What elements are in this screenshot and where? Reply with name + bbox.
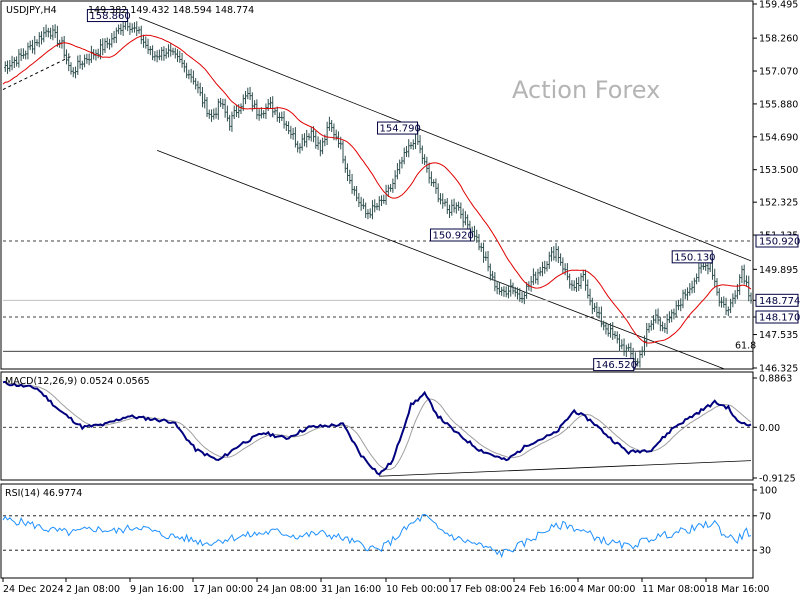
macd-trendline: [379, 460, 752, 477]
rsi-ytick-label: 100: [759, 486, 777, 497]
moving-average-line: [2, 34, 752, 344]
annotation-box: [86, 9, 128, 23]
macd-ytick-label: -0.9125: [759, 474, 796, 485]
last-price-box: [755, 293, 799, 307]
price-ytick-label: 149.895: [759, 265, 798, 276]
x-tick-label: 18 Mar 16:00: [706, 584, 769, 595]
x-tick-label: 31 Jan 16:00: [321, 584, 381, 595]
price-ytick-label: 153.500: [759, 165, 798, 176]
price-ytick-label: 147.535: [759, 330, 798, 341]
rsi-ytick-label: 70: [759, 511, 771, 522]
rsi-ytick-label: 30: [759, 546, 771, 557]
price-layer: 159.495 158.260 157.070 155.880 154.690 153.5…: [2, 0, 800, 375]
price-ytick-label: 158.260: [759, 34, 798, 45]
rsi-line: [2, 513, 752, 559]
level-price-box: [755, 310, 799, 324]
x-tick-label: 17 Feb 08:00: [450, 584, 512, 595]
chart-symbol: USDJPY,H4: [6, 5, 57, 16]
channel-upper-line: [138, 17, 752, 262]
x-tick-label: 24 Feb 16:00: [514, 584, 576, 595]
x-tick-label: 2 Jan 08:00: [66, 584, 120, 595]
annotation-box: [377, 121, 419, 135]
macd-pane: [0, 371, 754, 481]
watermark: Action Forex: [512, 76, 660, 104]
channel-lower-line: [156, 149, 724, 370]
annotation-box: [429, 228, 471, 242]
price-ytick-label: 159.495: [759, 0, 798, 11]
x-tick-label: 11 Mar 08:00: [642, 584, 705, 595]
annotation-label: 146.520: [596, 360, 637, 371]
macd-line: [2, 380, 752, 476]
chart-ohlc: 149.382 149.432 148.594 148.774: [88, 5, 254, 16]
annotation-label: 158.860: [89, 11, 130, 22]
macd-ytick-label: 0.8863: [759, 374, 792, 385]
candles: [4, 14, 753, 368]
price-ytick-label: 152.325: [759, 198, 798, 209]
price-ytick-label: 155.880: [759, 99, 798, 110]
annotation-label: 150.130: [674, 252, 715, 263]
level-price-label: 148.170: [759, 313, 800, 324]
x-tick-label: 10 Feb 00:00: [386, 584, 448, 595]
price-ytick-label: 154.690: [759, 132, 798, 143]
x-tick-label: 24 Jan 08:00: [257, 584, 317, 595]
macd-signal-line: [2, 381, 752, 470]
macd-title: MACD(12,26,9) 0.0524 0.0565: [5, 376, 150, 387]
level-price-label: 150.920: [759, 237, 800, 248]
level-price-box: [755, 234, 799, 248]
annotation-box: [593, 358, 635, 372]
price-pane: [0, 0, 754, 370]
macd-layer: 0.8863 0.00 -0.9125: [2, 374, 796, 485]
x-tick-label: 17 Jan 00:00: [193, 584, 253, 595]
x-tick-label: 9 Jan 16:00: [130, 584, 184, 595]
rsi-title: RSI(14) 46.9774: [5, 488, 82, 499]
rsi-layer: 100 70 30: [2, 486, 777, 559]
last-price-label: 148.774: [759, 296, 800, 307]
annotation-connector: [633, 362, 639, 371]
annotation-label: 154.790: [380, 124, 421, 135]
rsi-pane: [0, 483, 754, 579]
annotation-label: 150.920: [432, 231, 473, 242]
fib-label: 61.8: [735, 340, 756, 351]
macd-ytick-label: 0.00: [759, 423, 780, 434]
x-tick-label: 4 Mar 00:00: [578, 584, 635, 595]
x-axis: 24 Dec 2024 2 Jan 08:00 9 Jan 16:00 17 Jan …: [2, 578, 769, 595]
annotation-box: [671, 250, 713, 264]
x-tick-label: 24 Dec 2024: [3, 584, 64, 595]
price-ytick-label: 157.070: [759, 67, 798, 78]
price-ytick-label: 146.325: [759, 364, 798, 375]
trendline-dashed: [2, 55, 72, 90]
